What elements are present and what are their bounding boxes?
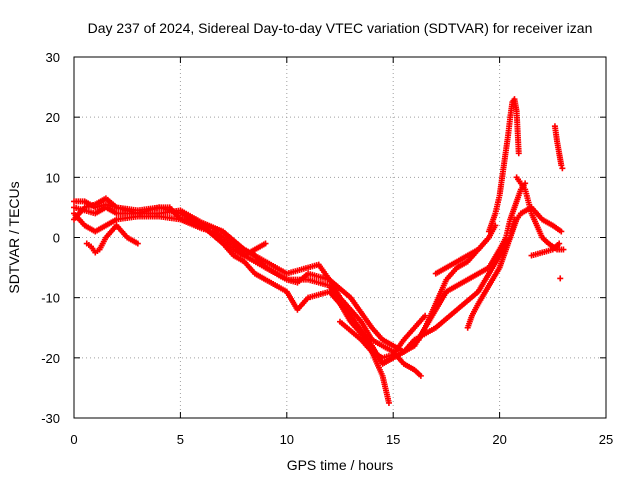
series-track-a xyxy=(71,204,492,367)
data-point xyxy=(560,246,567,253)
x-axis-label: GPS time / hours xyxy=(287,457,394,473)
y-tick-label: -20 xyxy=(41,351,60,366)
x-tick-label: 20 xyxy=(492,432,506,447)
series-track-o xyxy=(557,275,564,282)
data-point xyxy=(134,240,141,247)
series-track-h xyxy=(407,180,529,349)
y-tick-label: 0 xyxy=(53,231,60,246)
data-point xyxy=(262,240,269,247)
series-track-j xyxy=(464,204,565,331)
data-point xyxy=(515,150,522,157)
series-track-d xyxy=(71,210,424,379)
axis-ticks: 0 5 10 15 20 25 -30 -20 -10 0 10 20 30 xyxy=(41,50,613,447)
series-track-e xyxy=(83,222,141,256)
y-tick-label: -10 xyxy=(41,291,60,306)
series-track-g xyxy=(337,312,429,361)
data-point xyxy=(385,399,392,406)
series-track-f xyxy=(230,240,269,259)
series-track-k xyxy=(485,96,522,235)
series-track-i xyxy=(432,222,499,277)
x-tick-label: 15 xyxy=(386,432,400,447)
y-tick-label: 30 xyxy=(46,50,60,65)
series-track-m xyxy=(528,240,563,259)
data-point xyxy=(558,228,565,235)
y-axis-label: SDTVAR / TECUs xyxy=(6,181,22,293)
data-point xyxy=(558,162,565,169)
data-point xyxy=(417,372,424,379)
series-track-l xyxy=(513,174,567,253)
x-tick-label: 5 xyxy=(177,432,184,447)
data-point xyxy=(556,240,563,247)
x-tick-label: 25 xyxy=(599,432,613,447)
chart-title: Day 237 of 2024, Sidereal Day-to-day VTE… xyxy=(88,20,593,36)
series-track-n xyxy=(551,123,566,172)
x-tick-label: 0 xyxy=(70,432,77,447)
x-tick-label: 10 xyxy=(280,432,294,447)
data-points xyxy=(71,96,567,406)
y-tick-label: 20 xyxy=(46,110,60,125)
data-point xyxy=(559,165,566,172)
y-tick-label: -30 xyxy=(41,411,60,426)
data-point xyxy=(557,275,564,282)
data-point xyxy=(422,312,429,319)
grid xyxy=(74,57,606,418)
y-tick-label: 10 xyxy=(46,170,60,185)
